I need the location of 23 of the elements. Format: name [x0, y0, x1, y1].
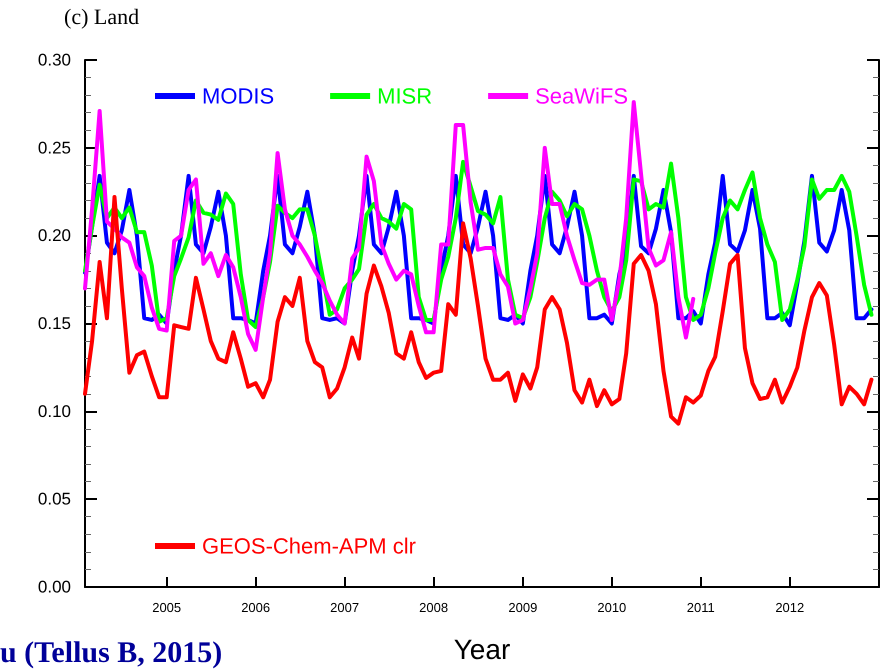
x-tick-label: 2008	[419, 600, 448, 615]
legend-label: MISR	[377, 84, 432, 108]
x-tick-label: 2009	[508, 600, 538, 615]
x-tick-label: 2012	[775, 600, 804, 615]
legend-label: GEOS-Chem-APM clr	[202, 534, 416, 558]
y-tick-label: 0.05	[38, 490, 71, 509]
y-tick-label: 0.15	[38, 314, 71, 333]
y-tick-label: 0.00	[38, 578, 71, 596]
x-axis-title: Year	[452, 634, 512, 666]
line-series	[83, 195, 874, 426]
y-tick-label: 0.20	[38, 226, 71, 246]
x-tick-label: 2005	[152, 600, 182, 615]
x-tick-label: 2011	[686, 600, 715, 615]
legend-label: MODIS	[202, 84, 274, 108]
chart-title: (c) Land	[64, 4, 140, 30]
x-tick-label: 2006	[241, 600, 270, 615]
x-tick-label: 2007	[330, 600, 360, 615]
legend-label: SeaWiFS	[535, 84, 628, 108]
y-tick-label: 0.25	[38, 138, 71, 158]
y-tick-label: 0.30	[38, 50, 71, 70]
text: u (Tellus B, 2015)	[0, 636, 222, 670]
y-tick-label: 0.10	[38, 402, 71, 421]
x-tick-label: 2010	[597, 600, 626, 615]
